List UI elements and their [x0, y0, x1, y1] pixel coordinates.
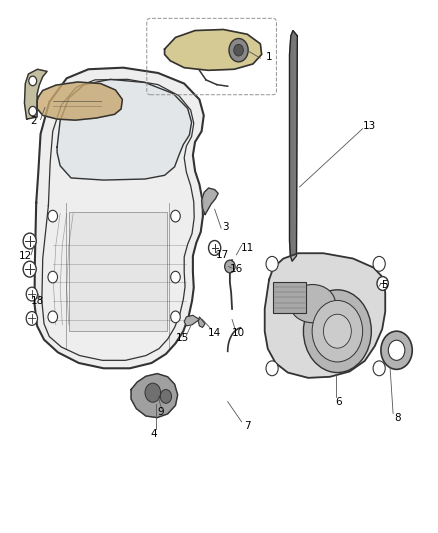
Text: 5: 5: [381, 280, 388, 290]
Text: 14: 14: [208, 328, 221, 338]
Circle shape: [266, 256, 278, 271]
Text: 1: 1: [266, 52, 272, 62]
Circle shape: [29, 76, 37, 86]
Circle shape: [208, 240, 221, 255]
Text: 3: 3: [222, 222, 229, 232]
Circle shape: [229, 38, 248, 62]
Polygon shape: [201, 188, 218, 215]
Circle shape: [323, 314, 351, 348]
Polygon shape: [290, 30, 297, 261]
Ellipse shape: [290, 285, 336, 322]
Text: 17: 17: [216, 250, 229, 260]
Circle shape: [29, 107, 37, 116]
Polygon shape: [184, 316, 199, 326]
Circle shape: [23, 261, 36, 277]
Bar: [69, 212, 167, 331]
Circle shape: [171, 211, 180, 222]
Circle shape: [48, 311, 57, 322]
Polygon shape: [25, 69, 47, 119]
Polygon shape: [165, 29, 261, 70]
Text: 9: 9: [157, 407, 163, 417]
Circle shape: [381, 331, 412, 369]
Text: 13: 13: [363, 121, 376, 131]
Text: 6: 6: [336, 397, 342, 407]
Polygon shape: [37, 82, 122, 120]
Circle shape: [312, 301, 363, 362]
Circle shape: [266, 361, 278, 376]
Polygon shape: [265, 253, 385, 378]
Circle shape: [160, 390, 172, 403]
Text: 12: 12: [19, 251, 32, 261]
Circle shape: [377, 277, 389, 290]
Text: 18: 18: [31, 296, 44, 306]
Text: 10: 10: [232, 328, 245, 338]
Text: 7: 7: [244, 421, 251, 431]
Bar: [273, 282, 306, 313]
Text: 11: 11: [240, 243, 254, 253]
Polygon shape: [57, 79, 191, 180]
Circle shape: [304, 290, 371, 373]
Circle shape: [26, 312, 38, 325]
Text: 15: 15: [175, 333, 189, 343]
Circle shape: [389, 340, 405, 360]
Circle shape: [373, 361, 385, 376]
Polygon shape: [198, 317, 205, 327]
Circle shape: [48, 211, 57, 222]
Circle shape: [26, 287, 38, 301]
Circle shape: [48, 271, 57, 283]
Circle shape: [225, 260, 235, 273]
Circle shape: [373, 256, 385, 271]
Text: 8: 8: [394, 413, 401, 423]
Circle shape: [234, 44, 244, 56]
Circle shape: [23, 233, 36, 249]
Text: 4: 4: [150, 429, 157, 439]
Circle shape: [171, 271, 180, 283]
Circle shape: [171, 311, 180, 322]
Circle shape: [145, 383, 161, 402]
Polygon shape: [131, 374, 178, 418]
Polygon shape: [35, 68, 204, 368]
Text: 16: 16: [230, 264, 243, 274]
Text: 2: 2: [31, 116, 37, 126]
